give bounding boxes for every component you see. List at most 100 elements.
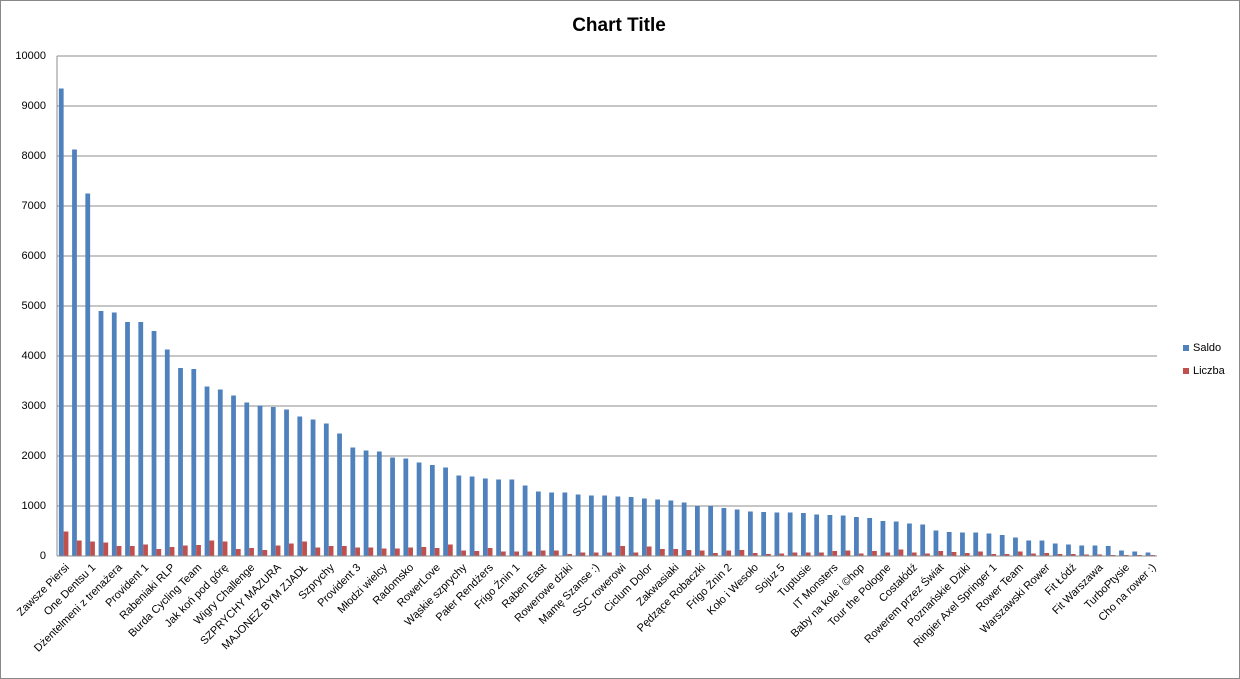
bar	[390, 457, 395, 556]
y-tick-label: 2000	[22, 450, 46, 462]
bar	[235, 549, 241, 556]
bar	[257, 405, 263, 556]
bar	[337, 433, 342, 556]
bar	[514, 551, 519, 556]
bar	[182, 545, 188, 556]
bar	[421, 547, 427, 556]
bar	[1084, 554, 1089, 556]
bar	[164, 349, 170, 556]
bar	[951, 552, 957, 556]
bar	[328, 546, 334, 556]
bar	[1092, 545, 1098, 556]
bar	[209, 540, 215, 556]
bar	[381, 548, 387, 556]
bar	[668, 500, 674, 556]
bar	[748, 511, 753, 556]
bar	[323, 423, 329, 556]
bar	[394, 548, 400, 556]
bar	[262, 550, 268, 556]
bar	[138, 322, 144, 556]
legend-swatch	[1183, 368, 1189, 374]
bar	[681, 502, 687, 556]
bar	[191, 369, 197, 556]
bar	[973, 532, 979, 556]
bar	[1013, 537, 1018, 556]
bar	[964, 553, 970, 556]
bar	[774, 512, 780, 556]
bar	[129, 546, 135, 556]
bar	[169, 547, 175, 556]
bar	[620, 546, 626, 556]
bar	[588, 495, 594, 556]
bar	[76, 540, 82, 556]
legend-label: Saldo	[1193, 342, 1221, 354]
bar	[655, 499, 661, 556]
bar	[933, 530, 939, 556]
bar	[143, 544, 148, 556]
bar	[58, 88, 64, 556]
bar	[363, 450, 369, 556]
bar	[222, 541, 228, 556]
bar	[575, 494, 581, 556]
bar	[1057, 554, 1063, 556]
bar	[72, 149, 77, 556]
bar	[443, 467, 448, 556]
bar	[461, 550, 466, 556]
bar	[408, 547, 413, 556]
bar	[898, 549, 904, 556]
bar	[713, 553, 718, 556]
bar	[553, 550, 559, 556]
y-tick-label: 7000	[22, 200, 46, 212]
bar	[270, 407, 276, 556]
bar	[368, 547, 374, 556]
bar	[805, 552, 811, 556]
y-tick-label: 9000	[22, 100, 46, 112]
bar	[999, 535, 1005, 556]
y-tick-label: 0	[40, 550, 46, 562]
bar	[911, 552, 917, 556]
bar	[960, 532, 965, 556]
bar	[1066, 544, 1071, 556]
y-tick-label: 8000	[22, 150, 46, 162]
bar	[85, 193, 91, 556]
bar	[540, 550, 546, 556]
bar	[615, 496, 621, 556]
bar	[429, 465, 435, 556]
bar	[801, 513, 806, 556]
bar	[275, 545, 281, 556]
bar	[567, 554, 573, 556]
bar	[284, 409, 289, 556]
bar	[522, 485, 528, 556]
bar	[907, 523, 912, 556]
bar	[350, 447, 356, 556]
bar	[978, 551, 983, 556]
bar	[867, 518, 873, 556]
bar	[116, 546, 122, 556]
bar	[814, 514, 820, 556]
bar	[1039, 540, 1045, 556]
bar	[779, 553, 785, 556]
bar	[660, 549, 665, 556]
bar	[1044, 553, 1050, 556]
bar	[946, 532, 952, 556]
bar	[1017, 551, 1023, 556]
bar	[341, 546, 347, 556]
bar	[1026, 540, 1032, 556]
bar	[288, 543, 294, 556]
bar	[496, 479, 501, 556]
bar	[1052, 543, 1058, 556]
bar	[925, 553, 930, 556]
y-tick-label: 5000	[22, 300, 46, 312]
bar	[1031, 553, 1036, 556]
bar	[854, 517, 859, 556]
bar	[244, 402, 250, 556]
bar	[151, 331, 157, 556]
bar	[1132, 551, 1138, 556]
bar	[297, 416, 303, 556]
y-tick-label: 10000	[15, 50, 46, 62]
bar	[416, 462, 422, 556]
bar	[646, 546, 652, 556]
bar	[302, 541, 307, 556]
